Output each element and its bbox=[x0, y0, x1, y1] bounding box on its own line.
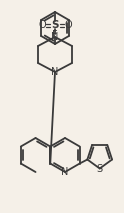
Text: N: N bbox=[51, 32, 59, 42]
Text: N: N bbox=[51, 67, 59, 77]
Text: F: F bbox=[52, 30, 58, 40]
Text: S: S bbox=[97, 164, 103, 174]
Text: O: O bbox=[64, 20, 72, 30]
Text: N: N bbox=[61, 167, 69, 177]
Text: S: S bbox=[51, 20, 59, 30]
Text: O: O bbox=[38, 20, 46, 30]
